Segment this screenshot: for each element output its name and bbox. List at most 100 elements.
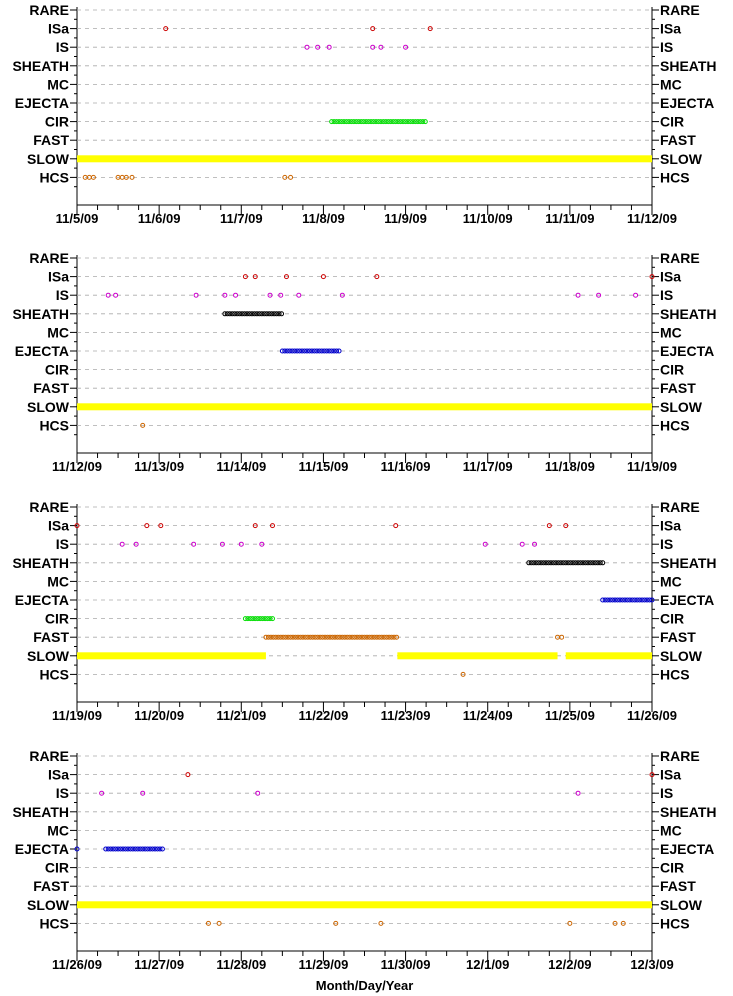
x-tick-label: 11/29/09 <box>298 957 348 972</box>
point-ejecta <box>629 597 635 603</box>
point-ejecta <box>302 348 308 354</box>
point-fast <box>559 634 565 640</box>
category-label-left: CIR <box>45 114 69 130</box>
point-is <box>575 790 581 796</box>
point-is <box>99 790 105 796</box>
point-fast <box>307 634 313 640</box>
point-fast <box>293 634 298 640</box>
point-fast <box>288 634 294 640</box>
point-fast <box>295 634 301 640</box>
point-ejecta <box>297 348 303 354</box>
point-is <box>233 292 239 298</box>
point-cir <box>260 616 266 622</box>
point-ejecta <box>135 846 141 852</box>
point-hcs <box>378 920 384 926</box>
category-label-left: RARE <box>29 250 69 266</box>
point-sheath <box>244 311 250 317</box>
point-ejecta <box>622 597 628 603</box>
x-tick-label: 11/11/09 <box>545 211 594 226</box>
point-cir <box>242 616 248 622</box>
category-label-left: IS <box>56 39 69 55</box>
point-ejecta <box>617 597 623 603</box>
category-label-right: HCS <box>660 666 690 682</box>
category-label-left: SLOW <box>27 897 70 913</box>
point-is <box>222 292 228 298</box>
point-is <box>255 790 261 796</box>
category-label-right: RARE <box>660 250 700 266</box>
point-cir <box>395 119 401 125</box>
x-tick-label: 11/19/09 <box>52 708 102 723</box>
point-ejecta <box>605 597 611 603</box>
point-ejecta <box>637 597 643 603</box>
point-sheath <box>582 560 588 566</box>
category-label-left: FAST <box>33 132 69 148</box>
x-tick-label: 11/13/09 <box>134 459 184 474</box>
panel-4: RARE RARE ISa ISa IS IS SHEATH SHEATH MC MC EJECTA… <box>12 748 716 972</box>
slow-band <box>565 652 652 660</box>
point-is <box>296 292 302 298</box>
point-ejecta <box>122 846 128 852</box>
point-ejecta <box>319 348 325 354</box>
category-label-right: SLOW <box>660 648 703 664</box>
point-fast <box>379 634 385 640</box>
x-tick-label: 11/28/09 <box>216 957 266 972</box>
x-tick-label: 11/14/09 <box>216 459 266 474</box>
point-fast <box>362 634 367 640</box>
point-sheath <box>592 560 598 566</box>
category-label-right: HCS <box>660 915 690 931</box>
x-tick-label: 11/7/09 <box>220 211 263 226</box>
slow-band <box>77 652 266 660</box>
point-cir <box>380 119 386 125</box>
point-sheath <box>242 311 248 317</box>
point-sheath <box>580 560 586 566</box>
category-label-right: FAST <box>660 132 696 148</box>
point-is <box>278 292 284 298</box>
point-ejecta <box>334 348 340 354</box>
category-label-right: ISa <box>660 518 681 534</box>
category-label-right: FAST <box>660 629 696 645</box>
category-label-right: IS <box>660 39 673 55</box>
point-ejecta <box>632 597 638 603</box>
point-isa <box>283 274 289 280</box>
category-label-right: SLOW <box>660 151 703 167</box>
point-fast <box>300 634 306 640</box>
point-cir <box>422 119 428 125</box>
x-tick-label: 11/21/09 <box>216 708 266 723</box>
category-label-left: SLOW <box>27 399 70 415</box>
point-cir <box>339 119 344 125</box>
category-label-right: ISa <box>660 21 681 37</box>
x-tick-label: 11/27/09 <box>134 957 184 972</box>
point-cir <box>383 119 389 125</box>
x-tick-label: 11/12/09 <box>627 211 677 226</box>
point-hcs <box>205 920 211 926</box>
point-ejecta <box>145 846 151 852</box>
point-cir <box>408 119 413 125</box>
point-cir <box>412 119 418 125</box>
point-sheath <box>587 560 593 566</box>
point-ejecta <box>125 846 131 852</box>
point-ejecta <box>642 597 648 603</box>
category-label-right: CIR <box>660 362 684 378</box>
point-isa <box>158 523 164 529</box>
category-label-left: FAST <box>33 629 69 645</box>
point-ejecta <box>610 597 616 603</box>
point-is <box>191 541 197 547</box>
point-isa <box>374 274 380 280</box>
point-cir <box>245 616 251 622</box>
point-is <box>532 541 538 547</box>
point-cir <box>371 119 377 125</box>
category-label-left: EJECTA <box>15 95 69 111</box>
point-cir <box>356 119 362 125</box>
point-ejecta <box>292 348 298 354</box>
category-label-right: SHEATH <box>660 804 717 820</box>
category-label-right: EJECTA <box>660 95 714 111</box>
point-sheath <box>237 311 243 317</box>
category-label-left: MC <box>47 324 69 340</box>
point-fast <box>332 634 338 640</box>
point-fast <box>305 634 311 640</box>
point-fast <box>357 634 363 640</box>
point-sheath <box>256 311 262 317</box>
point-sheath <box>249 311 255 317</box>
category-label-right: HCS <box>660 169 690 185</box>
